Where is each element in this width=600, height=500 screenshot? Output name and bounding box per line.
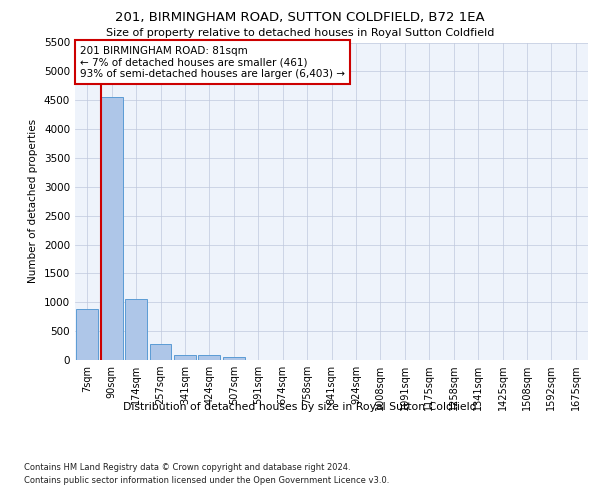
- Text: Contains HM Land Registry data © Crown copyright and database right 2024.: Contains HM Land Registry data © Crown c…: [24, 462, 350, 471]
- Text: Distribution of detached houses by size in Royal Sutton Coldfield: Distribution of detached houses by size …: [123, 402, 477, 412]
- Text: Contains public sector information licensed under the Open Government Licence v3: Contains public sector information licen…: [24, 476, 389, 485]
- Bar: [199, 356, 220, 360]
- Text: 201, BIRMINGHAM ROAD, SUTTON COLDFIELD, B72 1EA: 201, BIRMINGHAM ROAD, SUTTON COLDFIELD, …: [115, 12, 485, 24]
- Bar: [76, 309, 98, 360]
- Y-axis label: Number of detached properties: Number of detached properties: [28, 119, 38, 284]
- Bar: [149, 344, 172, 360]
- Text: Size of property relative to detached houses in Royal Sutton Coldfield: Size of property relative to detached ho…: [106, 28, 494, 38]
- Bar: [125, 299, 147, 360]
- Bar: [101, 97, 122, 360]
- Bar: [223, 357, 245, 360]
- Bar: [174, 355, 196, 360]
- Text: 201 BIRMINGHAM ROAD: 81sqm
← 7% of detached houses are smaller (461)
93% of semi: 201 BIRMINGHAM ROAD: 81sqm ← 7% of detac…: [80, 46, 345, 79]
